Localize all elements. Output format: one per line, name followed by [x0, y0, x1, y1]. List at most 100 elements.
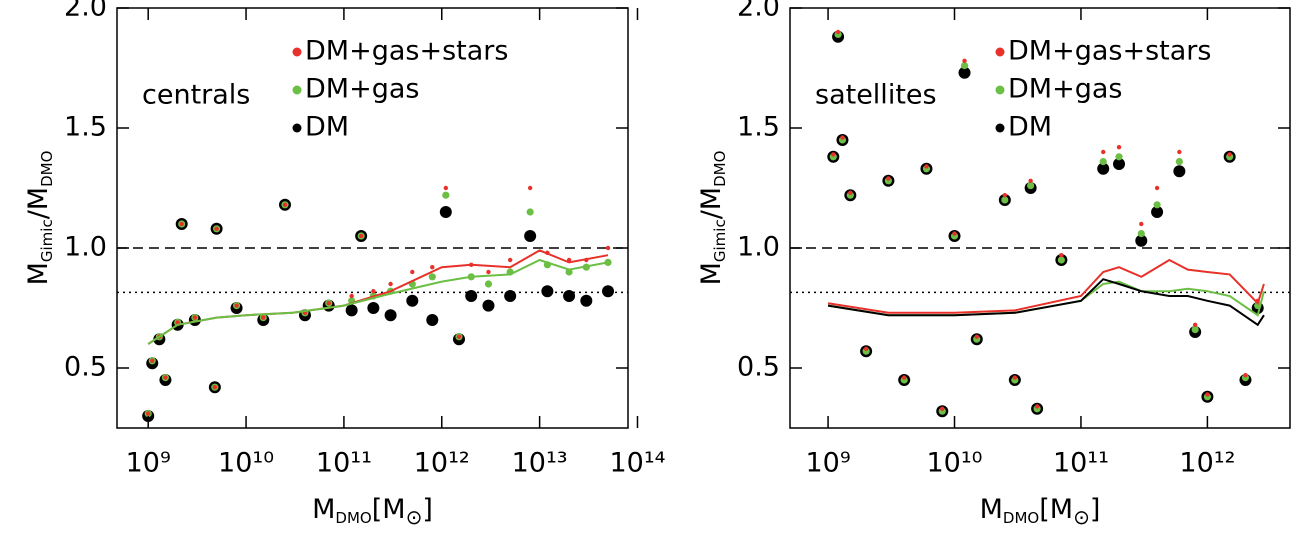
point	[486, 269, 491, 275]
axes-frame	[116, 7, 629, 429]
point	[367, 302, 380, 314]
point	[1001, 196, 1009, 204]
point	[430, 265, 435, 270]
annotation: satellites	[815, 80, 937, 111]
point	[1059, 253, 1064, 258]
point	[831, 152, 836, 157]
point	[1057, 256, 1065, 264]
point	[345, 304, 358, 317]
point	[524, 230, 537, 242]
x-axis-label-part: DMO	[335, 509, 371, 527]
point	[1099, 158, 1107, 166]
point	[1137, 230, 1145, 238]
point	[1192, 322, 1198, 327]
legend-marker	[995, 47, 1005, 57]
point	[1028, 178, 1033, 183]
y-tick-label: 1.0	[64, 232, 107, 263]
x-tick-label: 10¹¹	[1053, 448, 1109, 479]
point	[1191, 326, 1199, 334]
x-tick-label: 10¹⁴	[609, 448, 665, 479]
x-axis-label-part: M	[980, 494, 1003, 525]
point	[1154, 185, 1160, 191]
point	[282, 202, 288, 207]
legend-label: DM	[305, 112, 349, 143]
point	[175, 320, 180, 325]
y-tick-label: 2.0	[64, 0, 107, 23]
point	[442, 191, 450, 199]
point	[1115, 153, 1123, 161]
point	[439, 206, 452, 218]
x-axis-label: MDMO[M⊙]	[312, 494, 433, 529]
point	[974, 334, 979, 339]
y-tick-label: 0.5	[64, 352, 107, 383]
x-tick-label: 10¹³	[512, 448, 568, 479]
point	[526, 208, 534, 216]
legend-label: DM+gas+stars	[1008, 36, 1211, 67]
legend-marker	[995, 85, 1005, 95]
y-axis-label: MGimic/MDMO	[23, 151, 56, 286]
point	[504, 290, 517, 302]
point	[428, 273, 436, 281]
point	[962, 58, 967, 63]
point	[406, 294, 419, 307]
point	[886, 176, 891, 181]
point	[1097, 162, 1110, 175]
point	[349, 293, 354, 299]
x-axis-label-part: ]	[1090, 494, 1101, 525]
y-tick-label: 2.0	[737, 0, 780, 23]
legend-label: DM+gas	[305, 74, 419, 105]
point	[1243, 373, 1248, 378]
y-axis-label-part: DMO	[38, 151, 56, 187]
point	[465, 290, 478, 302]
point	[1027, 182, 1035, 190]
point	[234, 303, 239, 308]
point	[940, 406, 945, 411]
legend-marker	[292, 85, 302, 95]
x-tick-label: 10¹²	[1179, 448, 1235, 479]
legend-marker	[995, 123, 1005, 133]
plot-area	[790, 29, 1290, 418]
x-tick-label: 10¹⁰	[927, 448, 983, 479]
point	[602, 285, 615, 298]
point	[410, 269, 415, 275]
x-axis-label-part: [M	[1039, 494, 1073, 525]
point	[1002, 193, 1008, 198]
point	[371, 289, 376, 294]
y-axis-label-part: Gimic	[38, 219, 56, 262]
point	[1175, 158, 1183, 166]
y-axis-label-part: Gimic	[711, 219, 729, 262]
point	[261, 315, 266, 320]
y-axis-label-part: M	[23, 262, 54, 285]
point	[150, 358, 155, 363]
legend-marker	[292, 123, 302, 133]
point	[507, 257, 513, 263]
x-axis-label: MDMO[M⊙]	[980, 494, 1101, 529]
point	[863, 346, 869, 351]
x-tick-label: 10¹²	[414, 448, 470, 479]
point	[952, 231, 957, 236]
legend-label: DM+gas	[1008, 74, 1122, 105]
x-axis-label-part: M	[312, 494, 335, 525]
x-tick-label: 10⁹	[126, 448, 171, 479]
point	[958, 66, 971, 79]
x-tick-label: 10⁹	[805, 448, 850, 479]
point	[214, 226, 219, 231]
point	[1153, 201, 1161, 209]
point	[563, 290, 576, 302]
point	[388, 281, 393, 287]
x-axis-label-part: [M	[372, 494, 406, 525]
point	[163, 375, 168, 380]
x-tick-label: 10¹¹	[316, 448, 372, 479]
point	[1116, 145, 1122, 150]
point	[960, 62, 969, 70]
point	[179, 221, 184, 227]
point	[541, 285, 554, 298]
point	[1227, 152, 1232, 157]
point	[482, 299, 495, 312]
point	[1151, 206, 1164, 218]
median-line	[827, 258, 1265, 314]
y-tick-label: 0.5	[737, 352, 780, 383]
axes-frame	[789, 7, 1291, 429]
legend-label: DM+gas+stars	[305, 36, 508, 67]
